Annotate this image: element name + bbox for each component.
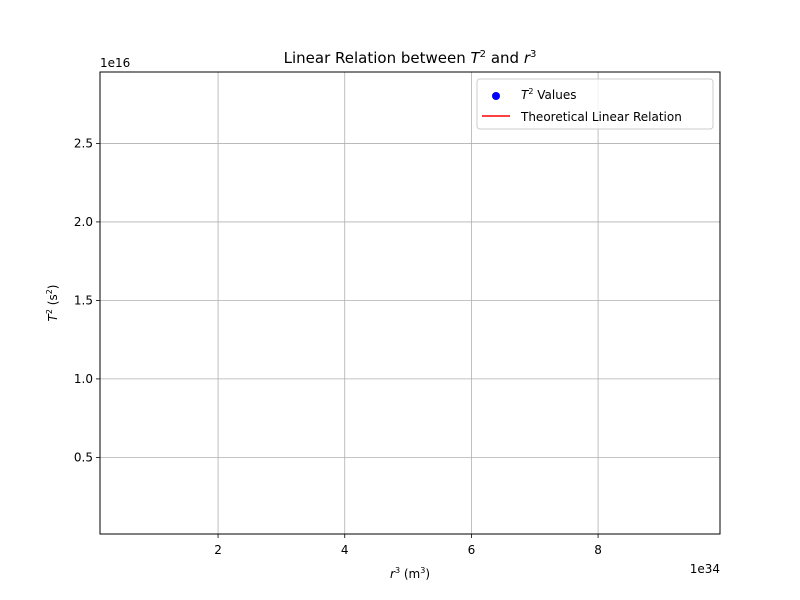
x-tick-label: 6 [468, 543, 476, 557]
y-tick-label: 1.0 [74, 372, 93, 386]
y-tick-label: 2.0 [74, 215, 93, 229]
y-tick-label: 0.5 [74, 450, 93, 464]
legend-label-scatter: T2 Values [521, 87, 576, 102]
y-offset-text: 1e16 [100, 56, 130, 70]
x-tick-label: 2 [214, 543, 222, 557]
y-tick-label: 2.5 [74, 136, 93, 150]
y-axis-label: T2 (s2) [45, 285, 60, 322]
x-tick-label: 4 [341, 543, 349, 557]
legend: T2 Values Theoretical Linear Relation [476, 78, 714, 130]
legend-marker-scatter [492, 92, 500, 100]
x-axis-ticks: 2 4 6 8 [214, 534, 602, 557]
axes-frame [99, 71, 721, 535]
plot-area [100, 72, 720, 534]
legend-box [476, 78, 714, 130]
x-offset-text: 1e34 [690, 562, 720, 576]
x-tick-label: 8 [594, 543, 602, 557]
grid-lines [100, 72, 720, 534]
y-tick-label: 1.5 [74, 293, 93, 307]
chart-title: Linear Relation between T2 and r3 [284, 49, 537, 67]
y-axis-ticks: 0.5 1.0 1.5 2.0 2.5 [74, 136, 100, 464]
legend-label-line: Theoretical Linear Relation [520, 110, 682, 124]
x-axis-label: r3 (m3) [390, 566, 430, 581]
